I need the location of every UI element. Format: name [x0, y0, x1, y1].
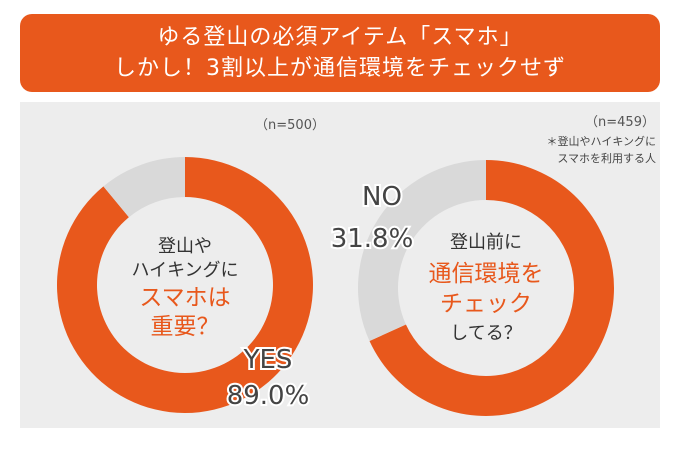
no-label: NO [362, 182, 402, 212]
respondent-note-line-1: ＊登山やハイキングに [547, 134, 656, 148]
yes-label: YES [243, 345, 293, 375]
slice-yes [56, 157, 314, 414]
title-line-1: ゆる登山の必須アイテム「スマホ」 [157, 25, 523, 50]
question-highlight: スマホは [139, 285, 230, 311]
donut-chart-smartphone-importance: （n=500） 登山や ハイキングに スマホは 重要？ YES 89.0% [56, 118, 325, 414]
yes-value-label: 89.0% [227, 381, 310, 411]
question-line-1: 登山前に [450, 232, 522, 253]
donut-chart-signal-check: （n=459） ＊登山やハイキングに スマホを利用する人 登山前に 通信環境を … [329, 115, 656, 416]
respondent-note-line-2: スマホを利用する人 [557, 152, 656, 165]
slice-other [103, 157, 185, 218]
question-highlight-2: チェック [440, 291, 532, 317]
slice-no [358, 160, 486, 342]
question-line-2: ハイキングに [131, 260, 238, 281]
question-line-1: 登山や [158, 236, 212, 257]
slice-checked [369, 160, 615, 416]
title-banner: ゆる登山の必須アイテム「スマホ」 しかし！3割以上が通信環境をチェックせず [20, 14, 660, 92]
title-line-2: しかし！3割以上が通信環境をチェックせず [114, 56, 566, 81]
no-value-label: 31.8% [331, 224, 414, 254]
question-tail: してる？ [450, 323, 521, 344]
question-highlight-1: 通信環境を [429, 261, 544, 287]
question-tail: 重要？ [151, 314, 220, 340]
sample-size-label: （n=459） [585, 115, 655, 130]
sample-size-label: （n=500） [255, 118, 325, 133]
